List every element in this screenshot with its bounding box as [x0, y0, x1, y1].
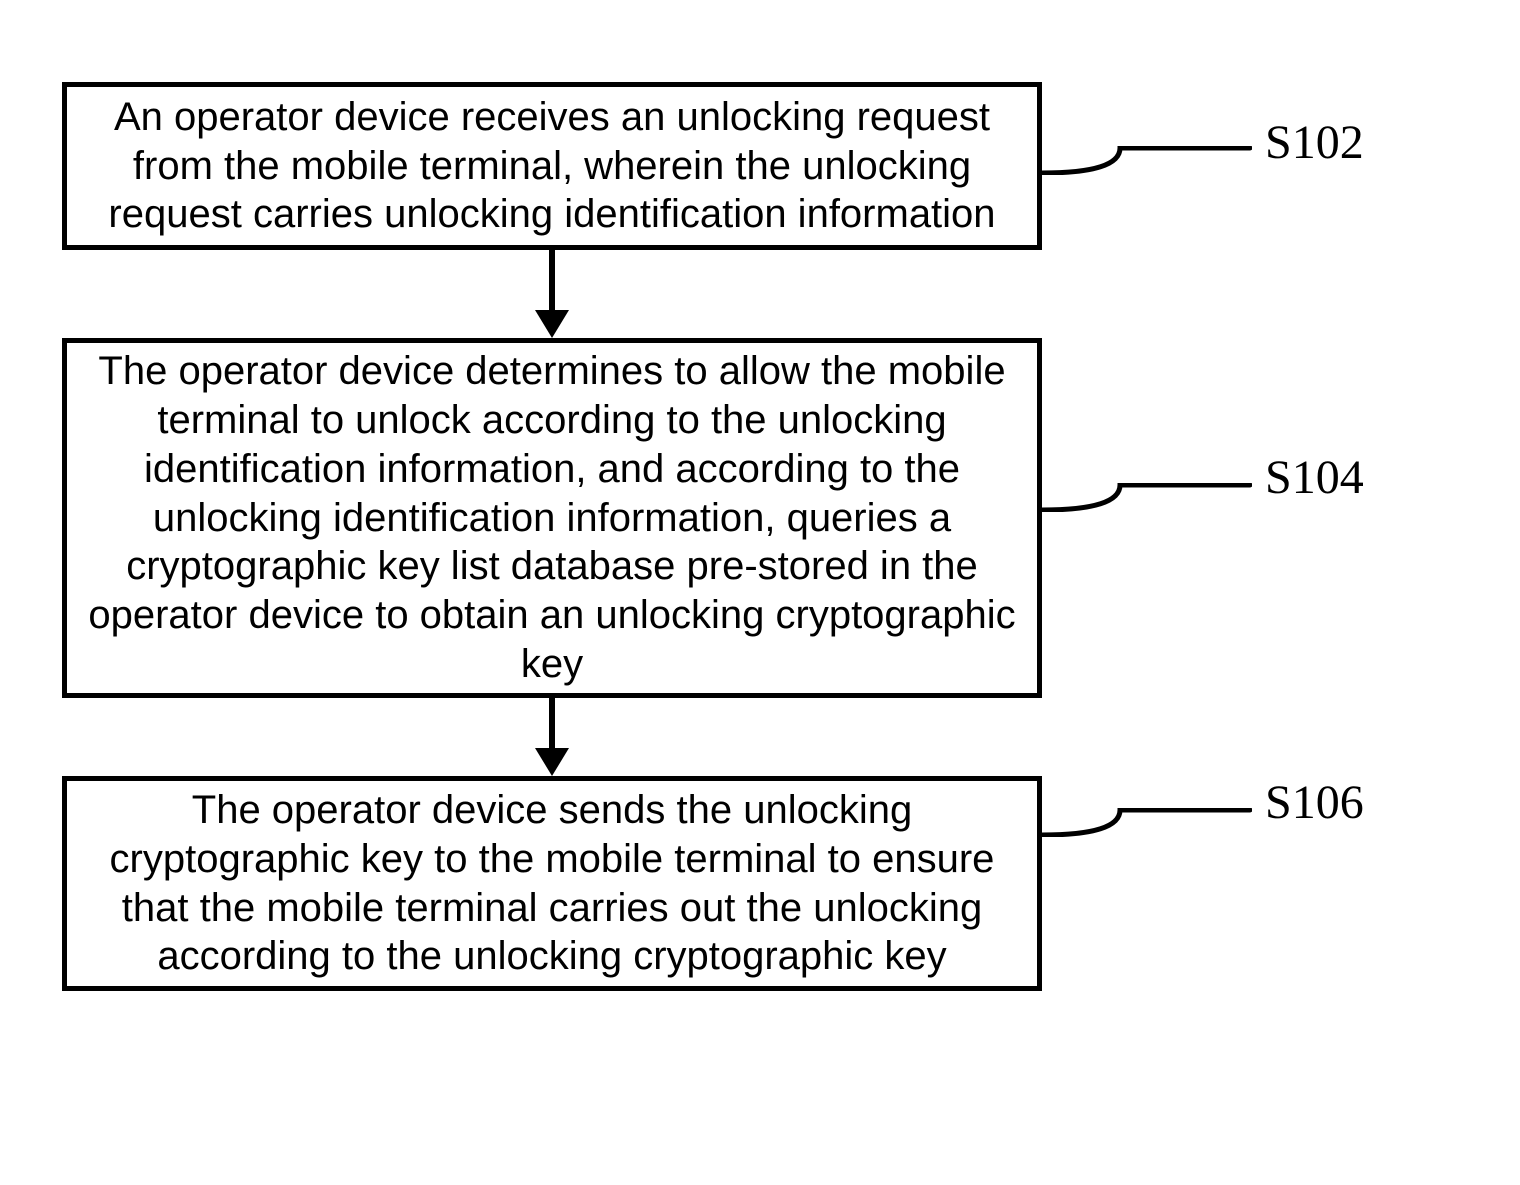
- flow-step-s106: The operator device sends the unlocking …: [62, 776, 1042, 991]
- callout-connector: [1040, 483, 1252, 512]
- flow-arrow-line: [549, 250, 555, 310]
- flowchart-canvas: An operator device receives an unlocking…: [0, 0, 1520, 1185]
- callout-connector: [1040, 146, 1252, 175]
- step-label-s102: S102: [1265, 115, 1364, 170]
- flow-step-text: An operator device receives an unlocking…: [77, 93, 1027, 239]
- flow-step-text: The operator device determines to allow …: [77, 347, 1027, 689]
- flow-step-text: The operator device sends the unlocking …: [77, 786, 1027, 981]
- arrow-down-icon: [535, 310, 569, 341]
- flow-step-s104: The operator device determines to allow …: [62, 338, 1042, 698]
- step-label-s104: S104: [1265, 450, 1364, 505]
- flow-arrow-line: [549, 698, 555, 748]
- step-label-s106: S106: [1265, 775, 1364, 830]
- flow-step-s102: An operator device receives an unlocking…: [62, 82, 1042, 250]
- callout-connector: [1040, 808, 1252, 837]
- arrow-down-icon: [535, 748, 569, 779]
